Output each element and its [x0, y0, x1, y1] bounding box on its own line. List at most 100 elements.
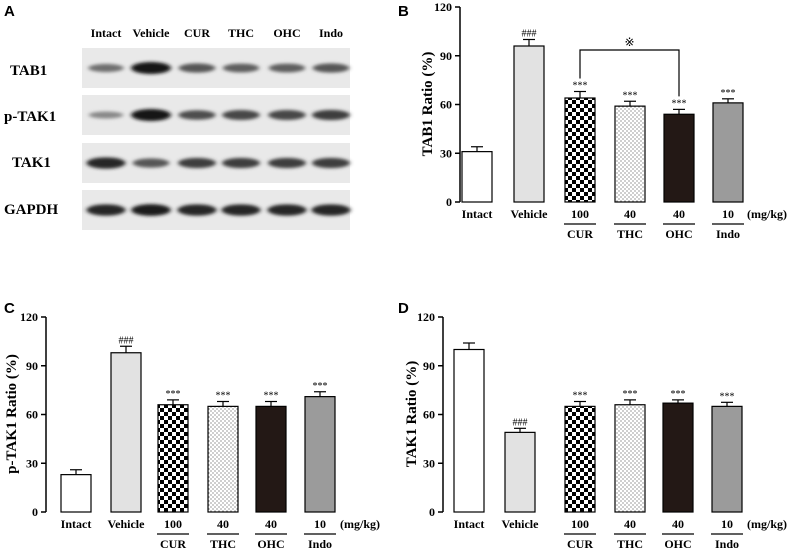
y-tick-label: 30 — [423, 456, 435, 470]
lane-label-cur: CUR — [184, 26, 210, 40]
y-tick-label: 30 — [440, 146, 452, 160]
blot-strip — [82, 48, 350, 88]
significance-label: *** — [623, 389, 638, 400]
significance-label: ### — [513, 417, 528, 428]
x-label-vehicle: Vehicle — [511, 207, 549, 221]
blot-band — [222, 110, 260, 120]
x-group-label: Indo — [308, 537, 332, 551]
panel-b-tab1-chart: B TAB1 Ratio (%) 0 30 60 90 120 ### *** *** *** *… — [398, 0, 787, 241]
y-tick-label: 0 — [429, 505, 435, 519]
x-label-vehicle: Vehicle — [108, 517, 146, 531]
x-label-intact: Intact — [454, 517, 485, 531]
significance-label: *** — [672, 98, 687, 109]
y-tick-label: 30 — [26, 456, 38, 470]
bar-indo — [712, 102, 744, 203]
bar-vehicle — [504, 431, 536, 513]
significance-label: *** — [623, 90, 638, 101]
x-group-label: CUR — [567, 537, 593, 551]
blot-band — [268, 157, 306, 169]
blot-strips — [82, 48, 351, 230]
bar-thc — [207, 405, 239, 513]
bar-cur — [157, 404, 189, 513]
panel-letter-b: B — [398, 3, 409, 20]
significance-label: *** — [721, 88, 736, 99]
blot-band — [222, 157, 260, 169]
y-axis-label-b: TAB1 Ratio (%) — [420, 52, 436, 157]
comparison-bracket — [579, 49, 680, 97]
blot-band — [311, 204, 351, 216]
blot-band — [131, 62, 171, 74]
blot-lane-labels: Intact Vehicle CUR THC OHC Indo — [91, 26, 343, 40]
x-group-label: Indo — [715, 537, 739, 551]
significance-label: *** — [216, 391, 231, 402]
x-group-label: CUR — [567, 227, 593, 241]
x-dose-label: 40 — [672, 517, 684, 531]
x-dose-label: 10 — [721, 517, 733, 531]
x-group-label: THC — [617, 227, 643, 241]
y-tick-label: 120 — [434, 0, 452, 14]
x-group-label: THC — [617, 537, 643, 551]
significance-label: ### — [522, 29, 537, 40]
bar-ohc — [662, 402, 694, 513]
blot-band — [221, 204, 261, 216]
significance-label: ### — [119, 335, 134, 346]
bar-indo — [711, 405, 743, 513]
y-tick-label: 60 — [423, 408, 435, 422]
y-tick-label: 90 — [423, 359, 435, 373]
x-dose-label: 10 — [314, 517, 326, 531]
x-label-vehicle: Vehicle — [502, 517, 540, 531]
blot-band — [312, 157, 350, 169]
bar-vehicle — [513, 45, 545, 203]
blot-band — [268, 63, 306, 73]
y-tick-label: 0 — [32, 505, 38, 519]
x-dose-label: 40 — [217, 517, 229, 531]
x-dose-label: 100 — [571, 517, 589, 531]
bar-intact — [453, 348, 485, 513]
lane-label-intact: Intact — [91, 26, 122, 40]
bar-intact — [60, 474, 92, 513]
x-group-label: OHC — [664, 537, 691, 551]
y-tick-label: 0 — [446, 195, 452, 209]
bar-vehicle — [110, 352, 142, 513]
blot-band — [312, 109, 350, 121]
blot-band — [88, 63, 124, 73]
blot-row-label-tab1: TAB1 — [10, 63, 47, 79]
blot-band — [131, 204, 171, 216]
y-tick-label: 120 — [417, 310, 435, 324]
x-dose-label: 100 — [571, 207, 589, 221]
lane-label-vehicle: Vehicle — [133, 26, 171, 40]
bar-thc — [614, 105, 646, 203]
significance-label: *** — [264, 391, 279, 402]
panel-letter-a: A — [4, 3, 15, 20]
bar-cur — [564, 97, 596, 203]
x-label-intact: Intact — [61, 517, 92, 531]
significance-label: *** — [166, 389, 181, 400]
y-axis-label-d: TAK1 Ratio (%) — [404, 361, 420, 467]
y-tick-label: 90 — [26, 359, 38, 373]
blot-band — [88, 111, 124, 119]
blot-band — [178, 63, 216, 73]
x-group-label: Indo — [716, 227, 740, 241]
x-group-label: THC — [210, 537, 236, 551]
bar-intact — [461, 151, 493, 203]
blot-band — [132, 158, 170, 168]
bar-ohc — [255, 405, 287, 513]
x-dose-label: 40 — [265, 517, 277, 531]
unit-label: (mg/kg) — [747, 517, 787, 531]
blot-band — [268, 110, 306, 120]
x-dose-label: 40 — [673, 207, 685, 221]
bar-ohc — [663, 113, 695, 203]
blot-band — [131, 109, 171, 121]
lane-label-indo: Indo — [319, 26, 343, 40]
y-tick-label: 60 — [440, 98, 452, 112]
blot-band — [178, 110, 216, 120]
bar-chart-c: 0 30 60 90 120 ### *** *** *** *** Intact Vehicle 10… — [20, 310, 380, 551]
blot-band — [86, 157, 126, 169]
panel-c-ptak1-chart: C p-TAK1 Ratio (%) 0 30 60 90 120 ### *** *** **… — [4, 300, 380, 551]
bar-indo — [304, 396, 336, 513]
blot-band — [267, 204, 307, 216]
x-group-label: OHC — [665, 227, 692, 241]
significance-label: *** — [313, 381, 328, 392]
blot-band — [177, 204, 217, 216]
blot-row-label-tak1: TAK1 — [12, 155, 51, 171]
